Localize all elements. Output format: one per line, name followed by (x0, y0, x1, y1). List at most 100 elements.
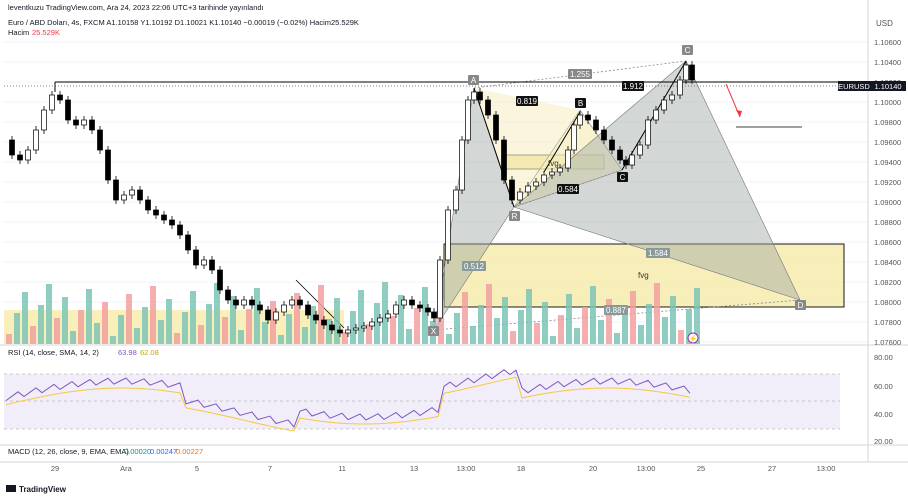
candle-body (25, 149, 31, 161)
candle-body (437, 259, 443, 319)
volume-bar (214, 283, 220, 344)
ratio-labels: 1.255 1.912 0.819 0.584 1.584 0.512 0.88… (462, 69, 670, 315)
candle-body (281, 304, 287, 313)
volume-bar (270, 301, 276, 344)
time-axis[interactable]: 29 Ara 5 7 11 13 13:00 18 20 13:00 25 27 13:00 (51, 464, 836, 473)
volume-bar (102, 302, 108, 344)
candle-body (105, 149, 111, 181)
volume-bar (278, 335, 284, 344)
alert-icon[interactable] (687, 332, 699, 344)
volume-bar (454, 313, 460, 344)
ratio-1584: 1.584 (648, 249, 669, 258)
ratio-0887: 0.887 (606, 306, 627, 315)
candle-body (265, 309, 271, 321)
alert-icon-glyph: ⚡ (689, 334, 698, 343)
volume-bar (446, 334, 452, 344)
time-tick: 13:00 (457, 464, 476, 473)
candle-body (153, 209, 159, 216)
price-tick: 1.09600 (874, 138, 901, 147)
volume-bar (494, 318, 500, 344)
candle-body (549, 171, 555, 176)
volume-bar (118, 315, 124, 344)
volume-bar (294, 293, 300, 344)
ratio-1255: 1.255 (570, 70, 591, 79)
rsi-tick-20: 20.00 (874, 437, 893, 446)
volume-bar (510, 331, 516, 344)
candle-body (385, 313, 391, 319)
volume-bars (6, 282, 700, 344)
label-point-d: D (798, 301, 804, 310)
candle-body (609, 139, 615, 151)
volume-bar (550, 336, 556, 344)
publish-info: leventkuzu TradingView.com, Ara 24, 2023… (8, 3, 264, 12)
volume-bar (670, 296, 676, 344)
volume-bar (638, 325, 644, 344)
rsi-tick-80: 80.00 (874, 353, 893, 362)
tradingview-logo-icon (6, 485, 16, 492)
price-axis-currency: USD (876, 19, 893, 28)
volume-bar (606, 299, 612, 344)
volume-bar (374, 303, 380, 344)
volume-bar (590, 286, 596, 344)
volume-bar (478, 305, 484, 344)
candle-body (217, 269, 223, 291)
candle-body (623, 159, 629, 166)
candle-body (541, 174, 547, 183)
volume-bar (14, 313, 20, 344)
time-tick: 13:00 (637, 464, 656, 473)
rsi-legend-value-2: 62.08 (140, 348, 159, 357)
volume-bar (310, 306, 316, 344)
candle-body (113, 179, 119, 201)
candle-body (41, 109, 47, 131)
candle-body (369, 321, 375, 327)
time-tick: 13:00 (817, 464, 836, 473)
candle-body (81, 119, 87, 126)
candle-body (445, 209, 451, 261)
volume-bar (38, 305, 44, 344)
time-tick: 20 (589, 464, 597, 473)
volume-bar (238, 330, 244, 344)
ratio-0584: 0.584 (558, 185, 579, 194)
volume-bar (150, 286, 156, 344)
candle-body (97, 129, 103, 151)
volume-bar (366, 324, 372, 344)
candle-body (501, 139, 507, 181)
label-point-c: C (620, 173, 626, 182)
candle-body (571, 124, 577, 151)
candle-body (145, 199, 151, 211)
volume-legend-value: 25.529K (32, 28, 60, 37)
candle-body (33, 129, 39, 151)
candle-body (209, 259, 215, 271)
price-axis[interactable]: 1.106001.104001.102001.100001.098001.096… (874, 38, 901, 347)
symbol-tag-bg (838, 81, 870, 91)
candle-body (485, 99, 491, 116)
candle-body (129, 189, 135, 196)
candle-body (401, 299, 407, 306)
volume-bar (30, 326, 36, 344)
time-tick: 13 (410, 464, 418, 473)
volume-bar (582, 307, 588, 344)
candle-body (193, 249, 199, 266)
candle-body (533, 181, 539, 187)
time-tick: 5 (195, 464, 199, 473)
pattern-labels: A C B C R X D (428, 45, 806, 336)
candle-body (617, 149, 623, 161)
volume-bar (318, 285, 324, 344)
volume-bar (358, 290, 364, 344)
candle-body (57, 94, 63, 101)
price-tick: 1.10000 (874, 98, 901, 107)
candle-body (453, 189, 459, 211)
candle-body (225, 289, 231, 301)
volume-bar (422, 287, 428, 344)
volume-bar (54, 318, 60, 344)
price-tick: 1.09200 (874, 178, 901, 187)
volume-bar (286, 314, 292, 344)
volume-bar (526, 289, 532, 344)
volume-bar (414, 308, 420, 344)
candle-body (49, 94, 55, 111)
price-tick: 1.08800 (874, 218, 901, 227)
volume-bar (334, 298, 340, 344)
volume-bar (630, 291, 636, 344)
volume-bar (254, 288, 260, 344)
